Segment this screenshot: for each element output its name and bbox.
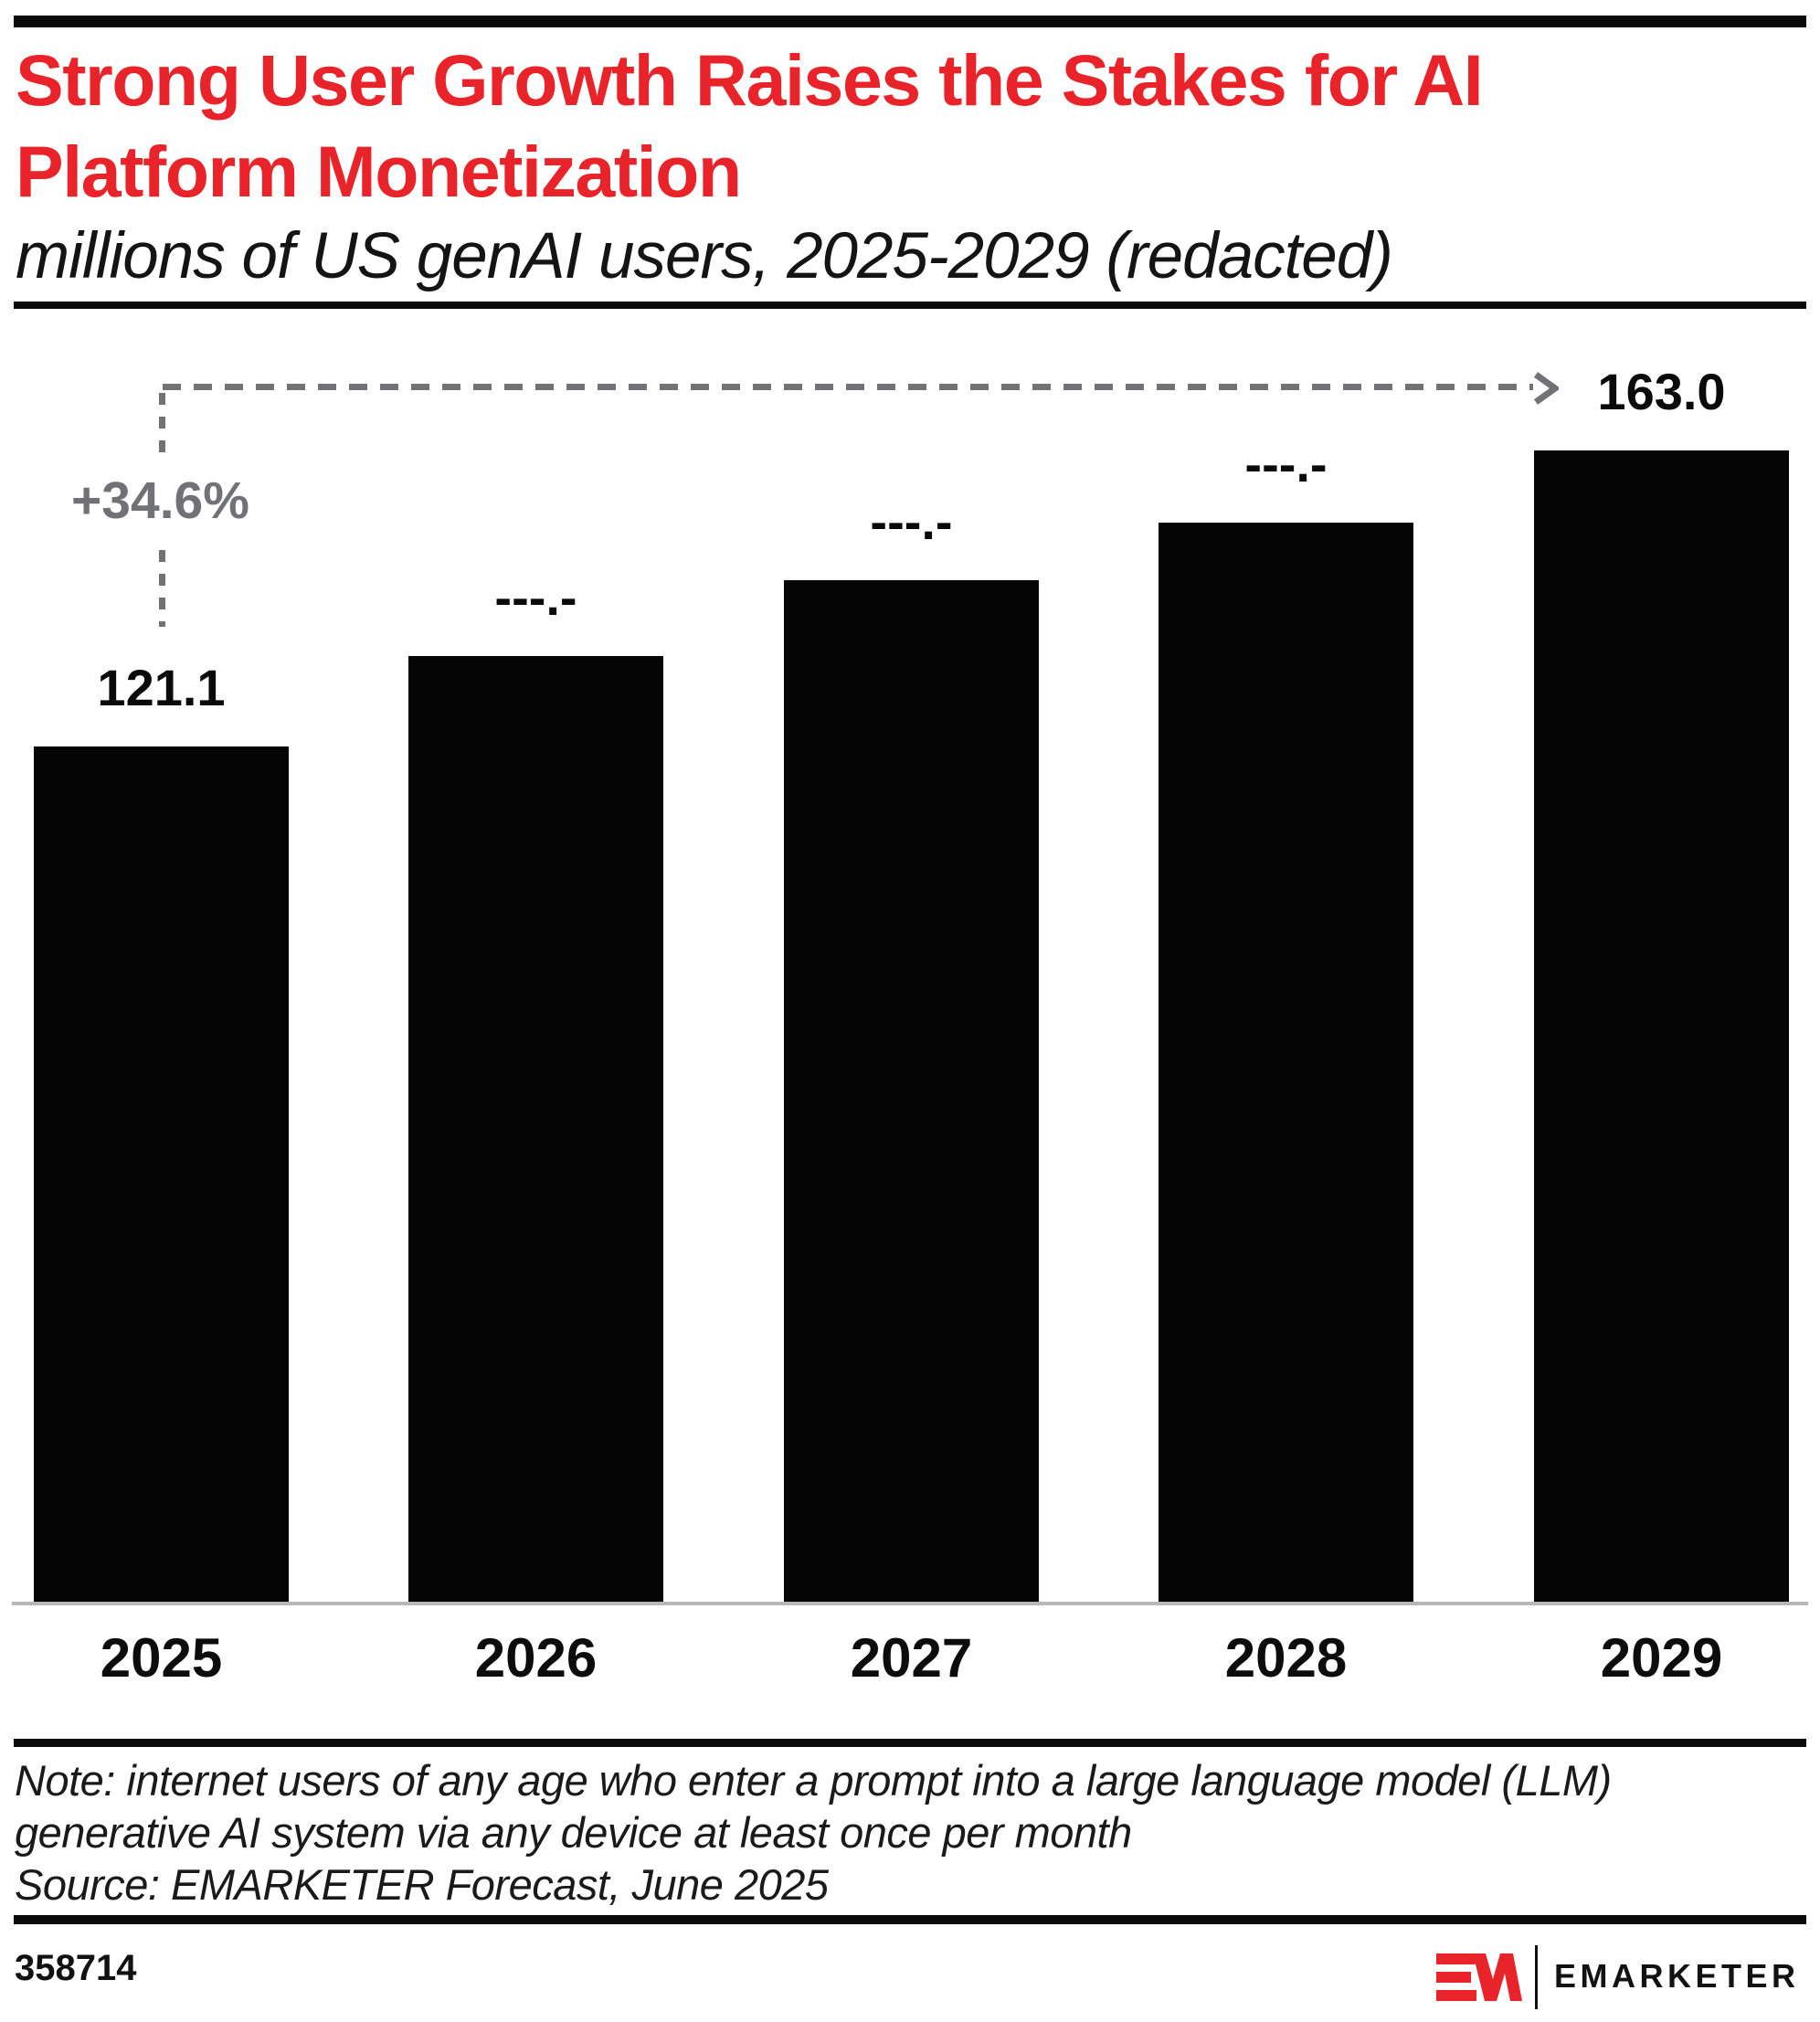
growth-arrow-vertical-dashed-line-lower — [159, 550, 165, 627]
page-title-line1: Strong User Growth Raises the Stakes for… — [16, 39, 1484, 121]
x-tick-2025: 2025 — [100, 1627, 223, 1689]
growth-arrow-vertical-dashed-line-upper — [159, 393, 165, 457]
note-line2: generative AI system via any device at l… — [15, 1808, 1132, 1857]
growth-arrow-horizontal-dashed-line — [163, 384, 1533, 390]
bar-value-2029: 163.0 — [1597, 363, 1726, 420]
logo-divider — [1535, 1945, 1538, 2009]
x-tick-2027: 2027 — [850, 1627, 973, 1689]
growth-percent-label: +34.6% — [71, 471, 249, 530]
page-title: Strong User Growth Raises the Stakes for… — [16, 35, 1806, 217]
page-subtitle: millions of US genAI users, 2025-2029 (r… — [16, 220, 1393, 292]
x-tick-2029: 2029 — [1600, 1627, 1723, 1689]
bar-2028 — [1159, 523, 1413, 1602]
bar-2026 — [408, 656, 663, 1602]
bar-2029 — [1534, 450, 1789, 1602]
bar-value-2027: ---.- — [870, 492, 953, 550]
footnote-block: Note: internet users of any age who ente… — [15, 1754, 1805, 1911]
footnote-divider — [14, 1739, 1806, 1747]
bar-value-2025: 121.1 — [97, 659, 226, 716]
bar-2025 — [34, 746, 289, 1602]
footer-divider — [14, 1915, 1806, 1924]
note-line1: Note: internet users of any age who ente… — [15, 1756, 1612, 1805]
top-accent-bar — [14, 16, 1806, 27]
x-tick-2028: 2028 — [1224, 1627, 1348, 1689]
source-line: Source: EMARKETER Forecast, June 2025 — [15, 1860, 829, 1909]
page-title-line2: Platform Monetization — [16, 131, 742, 212]
header-divider — [14, 302, 1806, 309]
x-axis-line — [12, 1602, 1808, 1605]
arrow-head-icon — [1533, 372, 1559, 405]
bar-2027 — [784, 580, 1039, 1602]
bar-value-2028: ---.- — [1244, 435, 1328, 492]
brand-name: EMARKETER — [1554, 1957, 1800, 1995]
chart-id: 358714 — [15, 1948, 137, 1988]
emarketer-logo-icon — [1436, 1953, 1522, 2001]
bar-value-2026: ---.- — [494, 568, 577, 626]
x-tick-2026: 2026 — [474, 1627, 598, 1689]
